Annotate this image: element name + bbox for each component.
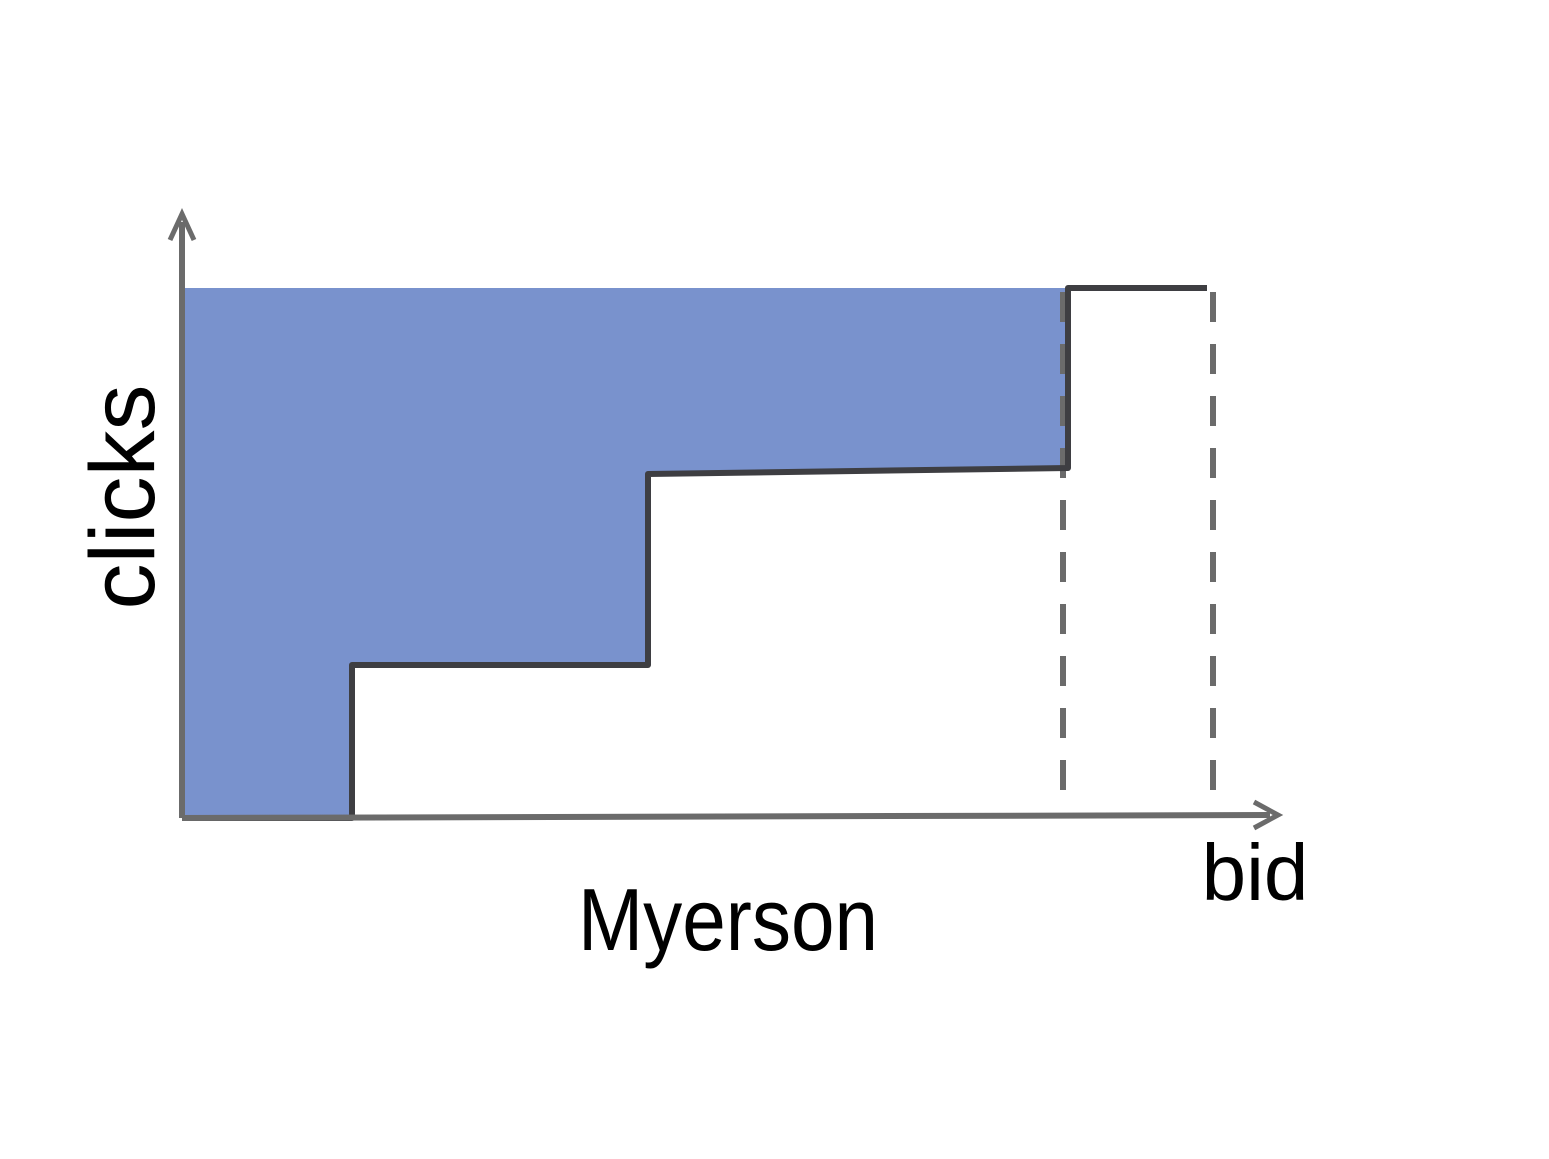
shaded-payment-region xyxy=(182,288,1068,820)
y-axis-label: clicks xyxy=(72,385,174,610)
x-axis-arrowhead xyxy=(1252,799,1284,831)
x-axis-label: bid xyxy=(1202,828,1309,917)
x-axis xyxy=(181,812,1271,821)
y-axis-arrowhead xyxy=(167,208,197,242)
allocation-step-curve xyxy=(182,285,1207,821)
diagram-caption: Myerson xyxy=(578,870,878,969)
